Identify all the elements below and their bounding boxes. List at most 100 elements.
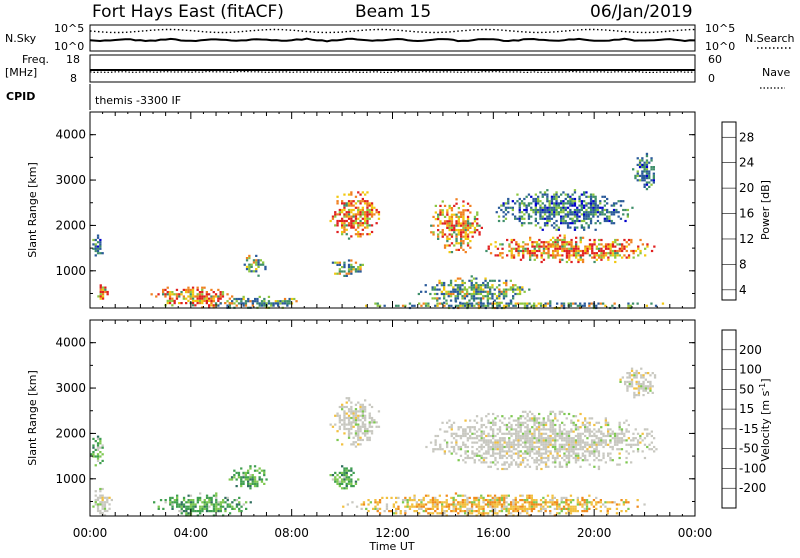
scatter-cell — [597, 428, 601, 431]
scatter-cell — [616, 243, 619, 246]
scatter-cell — [568, 258, 571, 261]
scatter-cell — [527, 217, 531, 220]
scatter-cell — [606, 211, 609, 214]
scatter-cell — [512, 419, 515, 422]
scatter-cell — [364, 226, 367, 229]
scatter-cell — [637, 391, 641, 394]
scatter-cell — [240, 467, 243, 470]
scatter-cell — [475, 415, 479, 418]
scatter-cell — [570, 260, 573, 264]
scatter-cell — [521, 456, 525, 460]
scatter-cell — [201, 302, 204, 305]
scatter-cell — [555, 206, 558, 209]
scatter-cell — [498, 499, 501, 502]
scatter-cell — [530, 510, 533, 513]
scatter-cell — [526, 463, 529, 466]
scatter-cell — [636, 170, 639, 173]
scatter-cell — [378, 512, 382, 515]
scatter-cell — [629, 304, 632, 307]
scatter-cell — [516, 288, 519, 291]
scatter-cell — [263, 469, 266, 472]
scatter-cell — [581, 454, 584, 457]
scatter-cell — [647, 391, 650, 394]
scatter-cell — [519, 443, 522, 446]
scatter-cell — [604, 443, 607, 446]
scatter-cell — [501, 456, 504, 460]
scatter-cell — [639, 238, 642, 242]
scatter-cell — [641, 159, 644, 162]
scatter-cell — [191, 288, 195, 291]
scatter-cell — [652, 181, 655, 184]
scatter-cell — [519, 426, 522, 429]
scatter-cell — [368, 430, 371, 433]
scatter-cell — [367, 503, 370, 506]
scatter-cell — [554, 238, 557, 242]
scatter-cell — [364, 211, 367, 214]
scatter-cell — [565, 256, 569, 259]
scatter-cell — [249, 501, 252, 504]
scatter-cell — [590, 441, 594, 444]
nave-tick-top: 60 — [708, 53, 722, 66]
scatter-cell — [577, 434, 580, 438]
scatter-cell — [334, 480, 337, 483]
scatter-cell — [501, 252, 504, 255]
scatter-cell — [505, 467, 509, 471]
scatter-cell — [466, 295, 469, 298]
scatter-cell — [523, 510, 527, 513]
scatter-cell — [579, 249, 582, 253]
scatter-cell — [370, 419, 374, 422]
scatter-cell — [558, 505, 561, 508]
scatter-cell — [460, 231, 463, 234]
scatter-cell — [482, 302, 485, 305]
scatter-cell — [487, 448, 490, 451]
scatter-cell — [535, 439, 538, 442]
scatter-cell — [248, 263, 251, 266]
scatter-cell — [175, 293, 179, 296]
scatter-cell — [531, 241, 534, 244]
scatter-cell — [238, 501, 241, 504]
scatter-cell — [338, 485, 341, 488]
scatter-cell — [542, 241, 546, 244]
scatter-cell — [510, 501, 513, 504]
scatter-cell — [539, 499, 543, 502]
scatter-cell — [590, 445, 594, 449]
scatter-cell — [597, 441, 601, 444]
scatter-cell — [570, 254, 573, 257]
scatter-cell — [274, 300, 277, 303]
scatter-cell — [446, 213, 449, 216]
scatter-cell — [638, 161, 642, 164]
scatter-cell — [578, 219, 581, 223]
scatter-cell — [448, 226, 451, 229]
scatter-cell — [413, 304, 416, 307]
scatter-cell — [94, 503, 97, 506]
scatter-cell — [343, 208, 346, 212]
scatter-cell — [535, 245, 539, 248]
scatter-cell — [627, 304, 630, 307]
scatter-cell — [450, 496, 453, 499]
scatter-cell — [422, 503, 425, 506]
scatter-cell — [538, 448, 541, 451]
scatter-cell — [459, 507, 462, 510]
scatter-cell — [194, 510, 197, 513]
scatter-cell — [359, 263, 362, 266]
scatter-cell — [611, 501, 614, 504]
scatter-cell — [572, 430, 575, 433]
scatter-cell — [454, 304, 458, 307]
scatter-cell — [565, 439, 568, 442]
scatter-cell — [611, 430, 614, 433]
scatter-cell — [555, 193, 558, 196]
scatter-cell — [512, 441, 515, 444]
scatter-cell — [228, 478, 231, 481]
scatter-cell — [609, 252, 612, 255]
scatter-cell — [558, 503, 561, 506]
scatter-cell — [357, 217, 360, 220]
scatter-cell — [581, 421, 584, 424]
scatter-cell — [588, 450, 591, 453]
scatter-cell — [579, 443, 582, 446]
scatter-cell — [441, 512, 444, 515]
scatter-cell — [627, 243, 631, 246]
scatter-cell — [176, 505, 179, 508]
scatter-cell — [454, 279, 457, 282]
scatter-cell — [539, 226, 542, 229]
scatter-cell — [343, 274, 346, 277]
